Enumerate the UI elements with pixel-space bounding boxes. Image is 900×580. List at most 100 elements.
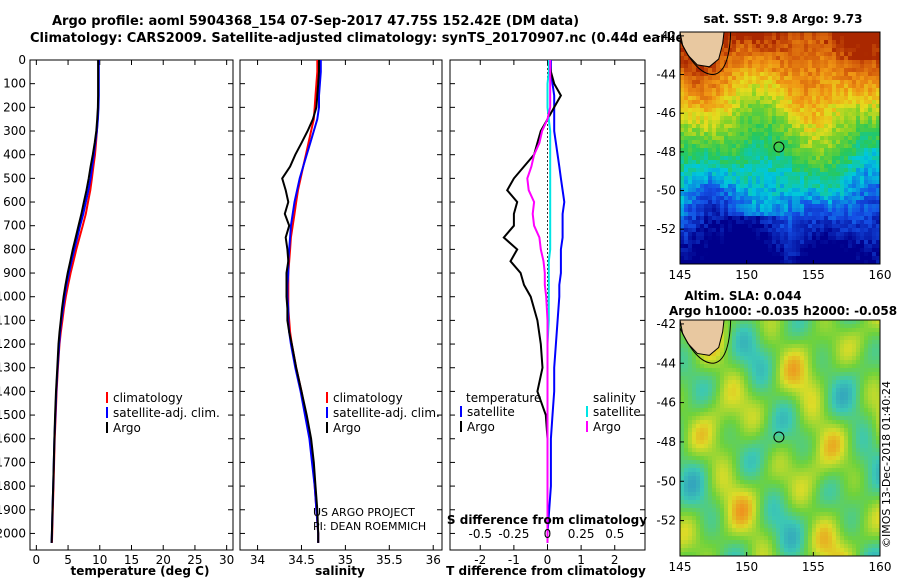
sst-cell xyxy=(684,136,689,141)
sla-cell xyxy=(720,452,725,457)
sst-cell xyxy=(684,60,689,65)
sst-cell xyxy=(776,64,781,69)
sla-cell xyxy=(740,440,745,445)
sla-cell xyxy=(768,356,773,361)
sla-cell xyxy=(812,344,817,349)
sst-cell xyxy=(716,112,721,117)
sla-cell xyxy=(788,340,793,345)
sst-cell xyxy=(772,36,777,41)
sst-cell xyxy=(796,128,801,133)
sst-cell xyxy=(864,176,869,181)
sst-cell xyxy=(688,112,693,117)
sst-cell xyxy=(860,56,865,61)
sst-cell xyxy=(844,124,849,129)
sst-cell xyxy=(704,120,709,125)
sla-cell xyxy=(864,384,869,389)
sla-cell xyxy=(876,428,881,433)
sla-cell xyxy=(776,344,781,349)
sst-cell xyxy=(700,196,705,201)
sst-cell xyxy=(800,232,805,237)
sst-cell xyxy=(864,144,869,149)
sst-cell xyxy=(844,92,849,97)
sst-cell xyxy=(792,92,797,97)
sst-cell xyxy=(740,152,745,157)
sst-cell xyxy=(852,232,857,237)
sst-cell xyxy=(812,88,817,93)
sst-cell xyxy=(716,180,721,185)
t-difference-axis-label: T difference from climatology xyxy=(446,564,646,578)
sla-cell xyxy=(864,324,869,329)
sla-cell xyxy=(788,328,793,333)
sst-cell xyxy=(760,56,765,61)
sla-cell xyxy=(852,328,857,333)
sst-cell xyxy=(720,252,725,257)
sst-cell xyxy=(696,176,701,181)
sla-cell xyxy=(848,380,853,385)
sla-cell xyxy=(788,360,793,365)
sst-cell xyxy=(752,204,757,209)
sst-cell xyxy=(812,60,817,65)
sst-cell xyxy=(816,220,821,225)
sla-cell xyxy=(760,344,765,349)
sst-cell xyxy=(772,44,777,49)
sla-cell xyxy=(748,380,753,385)
sla-cell xyxy=(756,384,761,389)
sla-cell xyxy=(788,344,793,349)
sla-cell xyxy=(708,400,713,405)
legend-label: Argo xyxy=(593,420,621,434)
sla-cell xyxy=(868,332,873,337)
sst-cell xyxy=(876,84,881,89)
sla-cell xyxy=(876,320,881,325)
sst-cell xyxy=(840,216,845,221)
sst-cell xyxy=(712,136,717,141)
sst-cell xyxy=(748,140,753,145)
sst-cell xyxy=(808,132,813,137)
sst-cell xyxy=(864,96,869,101)
sst-cell xyxy=(736,160,741,165)
sla-cell xyxy=(788,336,793,341)
sla-cell xyxy=(772,364,777,369)
sst-cell xyxy=(820,104,825,109)
sst-cell xyxy=(684,124,689,129)
sla-cell xyxy=(864,448,869,453)
sst-cell xyxy=(740,228,745,233)
sla-cell xyxy=(724,416,729,421)
sla-cell xyxy=(700,448,705,453)
sla-cell xyxy=(696,420,701,425)
sst-cell xyxy=(828,200,833,205)
sla-cell xyxy=(852,352,857,357)
sst-cell xyxy=(744,172,749,177)
sla-cell xyxy=(780,436,785,441)
sla-cell xyxy=(824,320,829,325)
sla-cell xyxy=(832,352,837,357)
sst-cell xyxy=(800,120,805,125)
sla-cell xyxy=(856,424,861,429)
sla-cell xyxy=(876,420,881,425)
sla-cell xyxy=(816,364,821,369)
sla-cell xyxy=(860,396,865,401)
sst-cell xyxy=(824,200,829,205)
sst-cell xyxy=(824,228,829,233)
sla-cell xyxy=(720,348,725,353)
sst-cell xyxy=(740,120,745,125)
sst-cell xyxy=(740,248,745,253)
sst-cell xyxy=(688,116,693,121)
sst-cell xyxy=(768,216,773,221)
sla-cell xyxy=(740,328,745,333)
sst-cell xyxy=(800,32,805,37)
sst-cell xyxy=(696,76,701,81)
sst-cell xyxy=(828,40,833,45)
sst-cell xyxy=(864,108,869,113)
sst-cell xyxy=(752,180,757,185)
sst-cell xyxy=(776,232,781,237)
sla-cell xyxy=(832,328,837,333)
sst-cell xyxy=(788,176,793,181)
sst-cell xyxy=(700,128,705,133)
sla-cell xyxy=(744,348,749,353)
sla-cell xyxy=(776,360,781,365)
sst-cell xyxy=(836,244,841,249)
sst-cell xyxy=(832,200,837,205)
sst-cell xyxy=(776,88,781,93)
lat-tick-label: -52 xyxy=(656,222,676,236)
sst-cell xyxy=(688,144,693,149)
